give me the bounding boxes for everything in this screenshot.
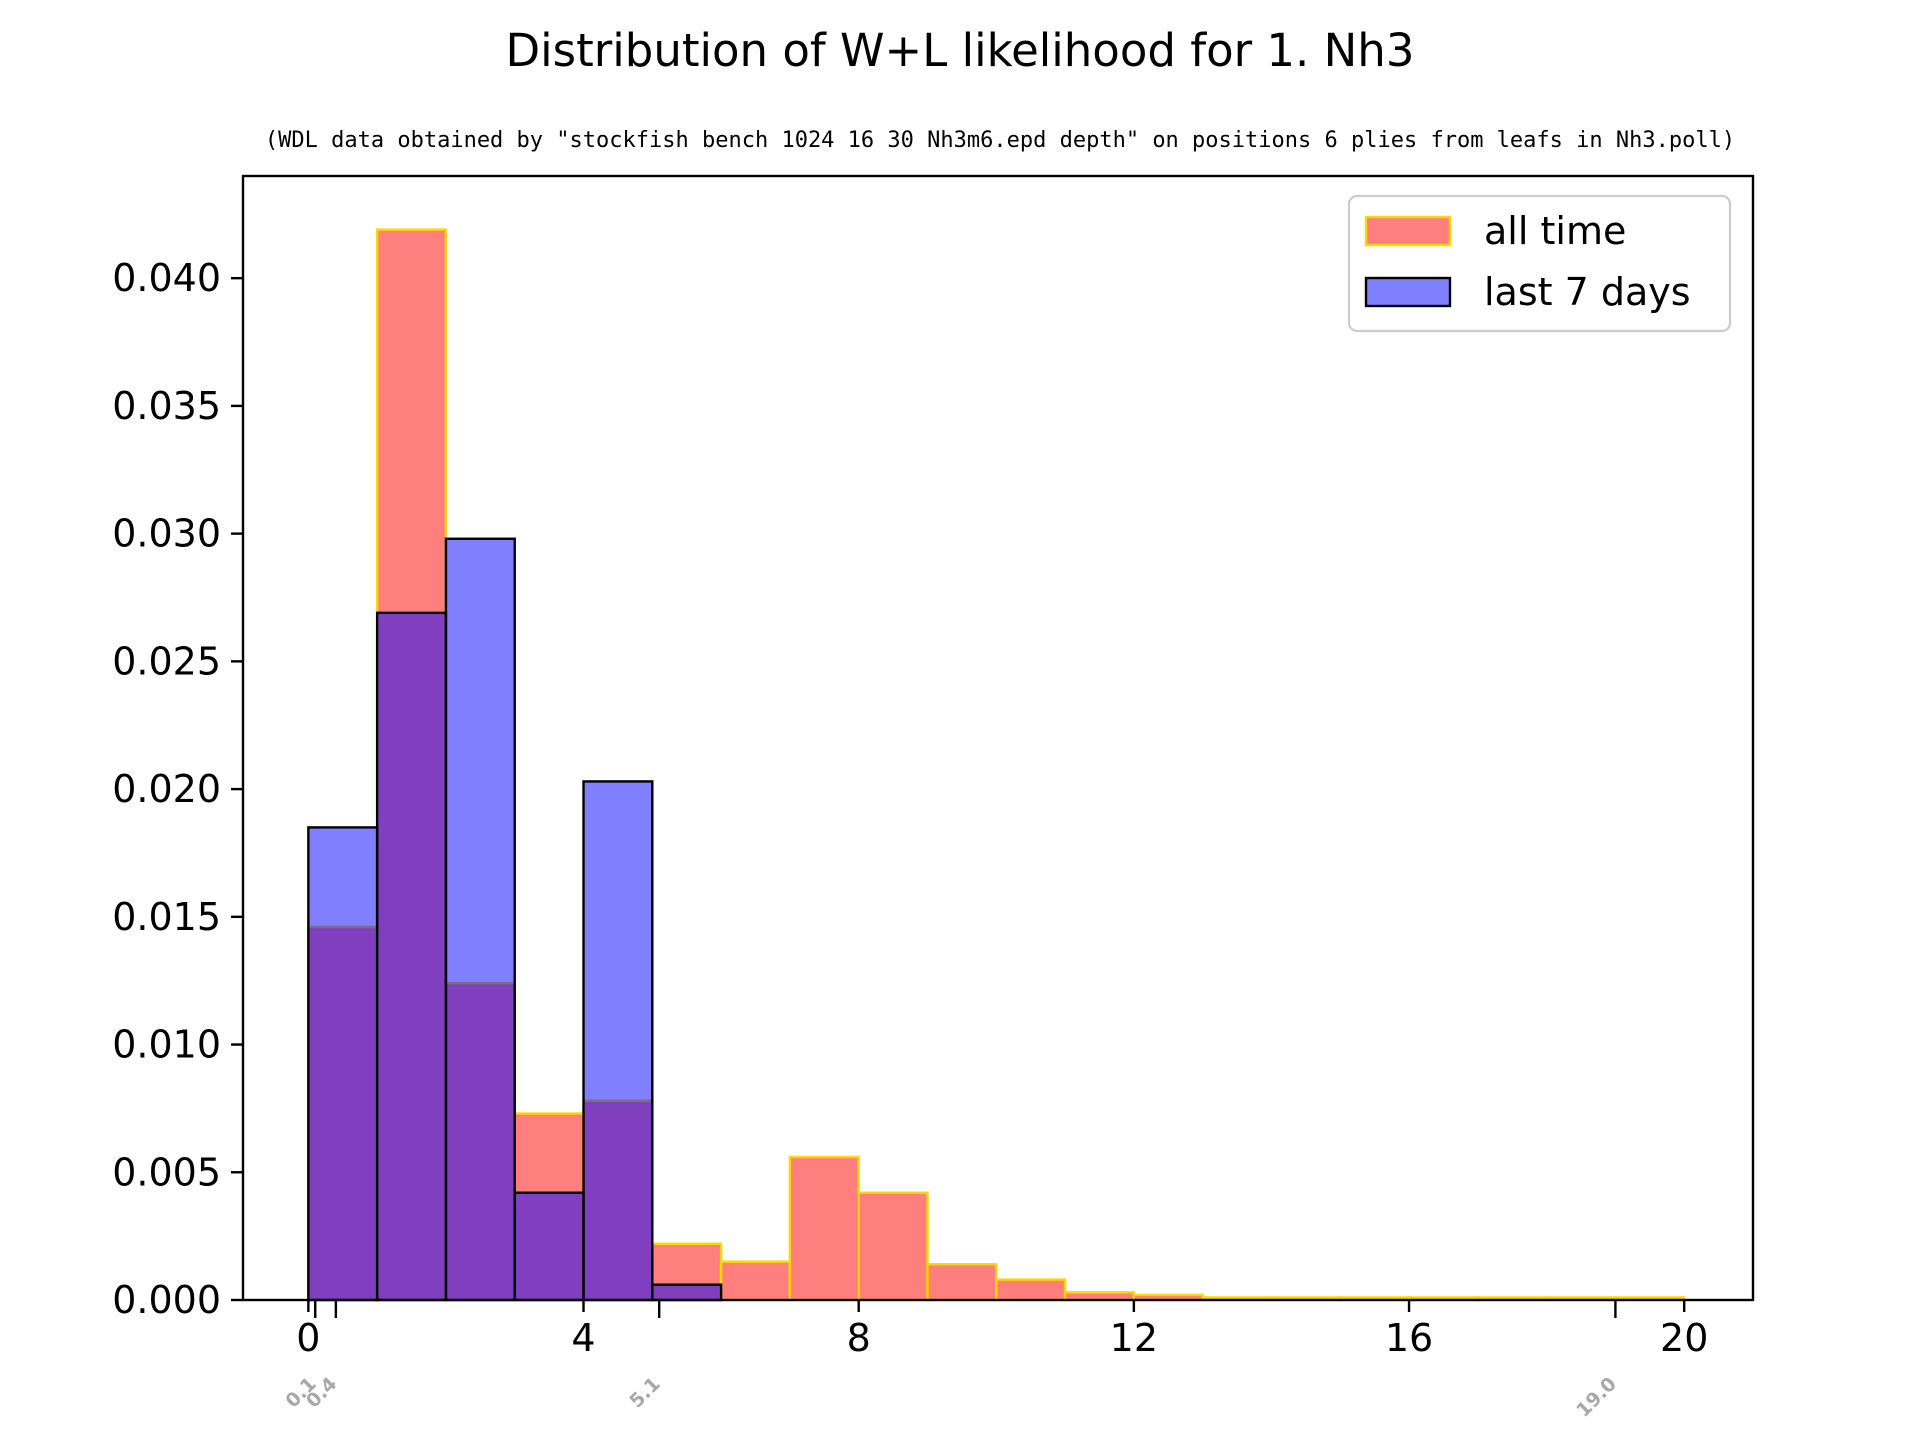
x-tick-label: 12 (1110, 1316, 1158, 1360)
x-tick-label: 20 (1660, 1316, 1708, 1360)
legend-swatch-last-7-days (1364, 276, 1452, 308)
bar-last-7-days-3 (513, 1191, 585, 1302)
bar-all-time-8 (857, 1191, 929, 1302)
y-tick-label: 0.030 (112, 512, 221, 556)
bar-last-7-days-1 (375, 611, 448, 1302)
x-tick-label: 4 (571, 1316, 595, 1360)
legend-swatch-all-time (1364, 215, 1452, 247)
bar-all-time-7 (788, 1155, 860, 1302)
y-tick-label: 0.015 (112, 895, 221, 939)
y-tick-label: 0.000 (112, 1278, 221, 1322)
bar-last-7-days-4 (582, 780, 654, 1302)
y-tick-label: 0.035 (112, 384, 221, 428)
legend: all time last 7 days (1347, 194, 1732, 333)
bar-last-7-days-2 (444, 537, 516, 1302)
y-axis: 0.000 0.005 0.010 0.015 0.020 0.025 0.030 0.035… (112, 256, 243, 1322)
plot-frame (241, 174, 1755, 1302)
legend-label-all-time: all time (1484, 209, 1626, 253)
bar-last-7-days-0 (307, 826, 379, 1302)
series-last-7-days (307, 537, 723, 1302)
chart-subtitle: (WDL data obtained by "stockfish bench 1… (265, 128, 1735, 153)
y-tick-label: 0.020 (112, 767, 221, 811)
bar-all-time-10 (995, 1278, 1067, 1302)
x-tick-label: 0 (296, 1316, 320, 1360)
y-tick-label: 0.025 (112, 639, 221, 683)
chart-title: Distribution of W+L likelihood for 1. Nh… (506, 24, 1415, 77)
x-tick-label: 8 (847, 1316, 871, 1360)
bar-all-time-9 (926, 1263, 998, 1302)
bar-all-time-6 (719, 1260, 792, 1302)
bar-last-7-days-5 (651, 1283, 723, 1302)
y-tick-label: 0.005 (112, 1150, 221, 1194)
legend-label-last-7-days: last 7 days (1484, 270, 1691, 314)
y-tick-label: 0.040 (112, 256, 221, 300)
y-tick-label: 0.010 (112, 1023, 221, 1067)
x-axis: 0 4 8 12 16 20 (296, 1300, 1708, 1360)
x-tick-label: 16 (1385, 1316, 1433, 1360)
